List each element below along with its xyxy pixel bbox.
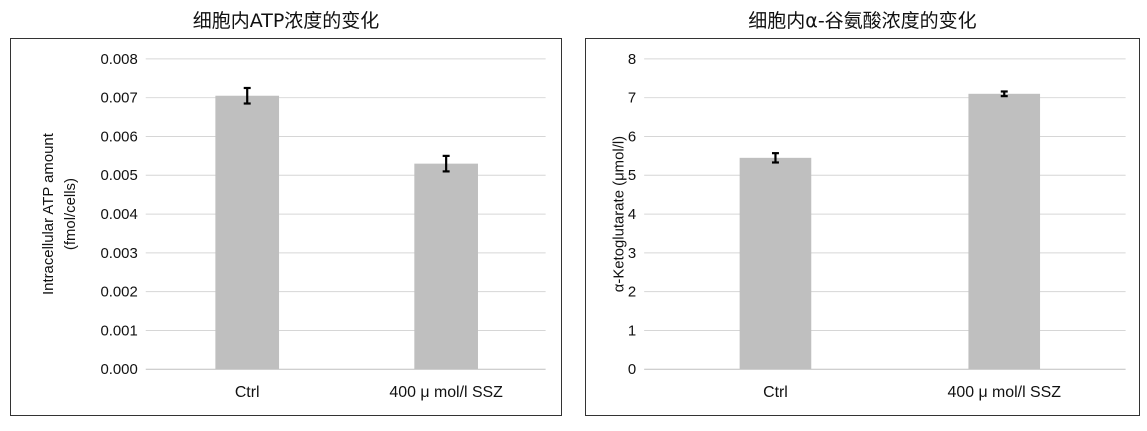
y-tick-label: 0.006 — [100, 128, 137, 145]
chart-title-ketoglutarate: 细胞内α-谷氨酸浓度的变化 — [748, 10, 977, 32]
y-tick-label: 0.008 — [100, 51, 137, 68]
x-category-label: Ctrl — [235, 384, 260, 401]
y-tick-label: 0.004 — [100, 206, 137, 223]
y-tick-label: 1 — [628, 322, 636, 339]
bar — [739, 157, 812, 370]
y-tick-label: 4 — [628, 206, 636, 223]
error-bar — [243, 86, 251, 105]
error-bar — [1000, 90, 1008, 98]
x-category-label: 400 μ mol/l SSZ — [948, 384, 1062, 401]
x-category-label: 400 μ mol/l SSZ — [389, 384, 503, 401]
y-tick-label: 0 — [628, 361, 636, 378]
error-bar — [442, 154, 450, 173]
y-tick-label: 0.007 — [100, 90, 137, 107]
y-tick-label: 3 — [628, 245, 636, 262]
bar — [968, 93, 1041, 370]
y-tick-label: 0.000 — [100, 361, 137, 378]
y-axis-title: α-Ketoglutarate (μmol/l) — [610, 136, 627, 292]
y-tick-label: 6 — [628, 128, 636, 145]
bar — [215, 95, 280, 370]
ketoglutarate-bar-chart: 0 1 2 3 4 5 6 7 8 Ctrl 400 μ mol/l SSZ α-Ketoglutar… — [585, 38, 1140, 416]
y-tick-label: 0.005 — [100, 167, 137, 184]
y-tick-label: 8 — [628, 51, 636, 68]
chart-title-atp: 细胞内ATP浓度的变化 — [192, 10, 380, 32]
y-tick-label: 0.002 — [100, 284, 137, 301]
y-axis-title: (fmol/cells) — [62, 178, 79, 250]
y-tick-label: 5 — [628, 167, 636, 184]
y-tick-label: 2 — [628, 284, 636, 301]
bar — [414, 163, 478, 370]
atp-bar-chart: 0.000 0.001 0.002 0.003 0.004 0.005 0.006 0.007… — [10, 38, 562, 416]
y-tick-label: 0.003 — [100, 245, 137, 262]
error-bar — [771, 152, 779, 164]
x-category-label: Ctrl — [763, 384, 788, 401]
y-tick-label: 7 — [628, 90, 636, 107]
y-axis-title: Intracellular ATP amount — [40, 132, 57, 295]
y-tick-label: 0.001 — [100, 322, 137, 339]
